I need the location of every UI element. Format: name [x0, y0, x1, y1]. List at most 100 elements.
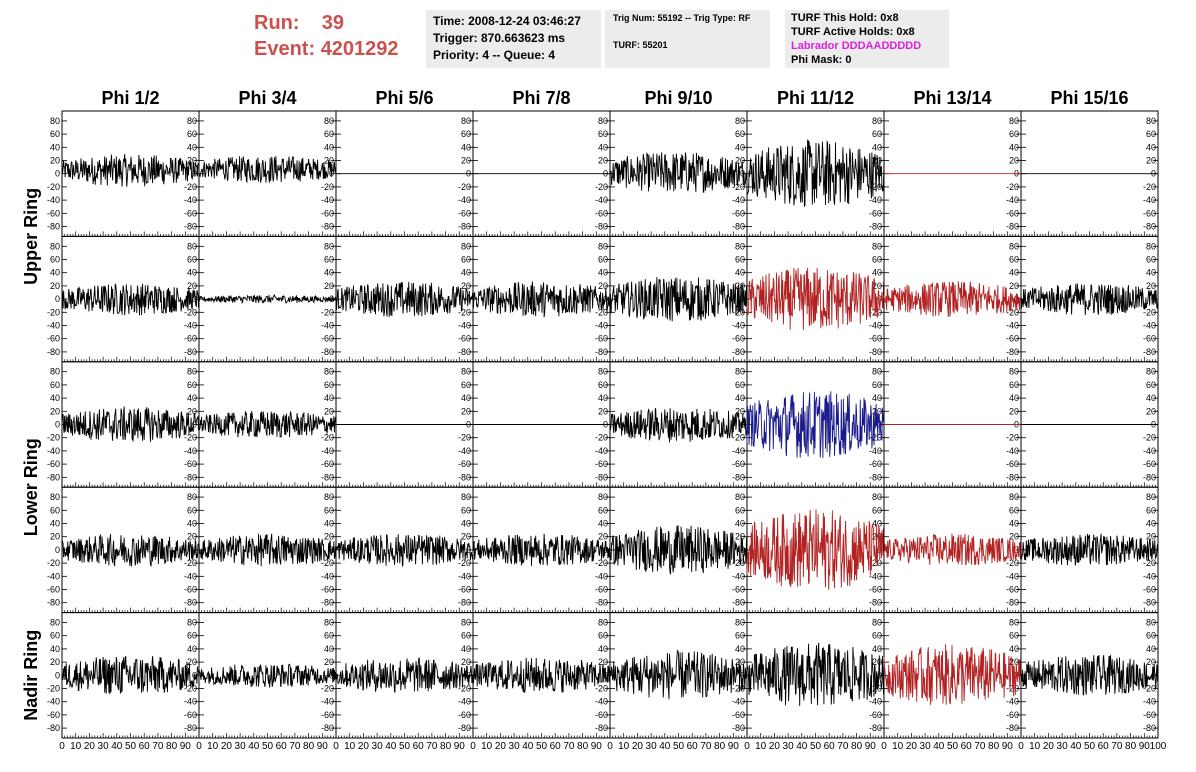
- y-tick-label: -60: [732, 459, 745, 469]
- y-tick-label: 80: [735, 618, 745, 628]
- y-tick-label: 60: [872, 129, 882, 139]
- x-tick-label: 20: [906, 741, 918, 752]
- waveform-trace: [609, 407, 748, 443]
- y-tick-label: 60: [324, 505, 334, 515]
- x-tick-label: 30: [783, 741, 795, 752]
- x-tick-label: 70: [289, 741, 301, 752]
- y-tick-label: 80: [872, 367, 882, 377]
- waveform-trace: [61, 283, 200, 316]
- y-tick-label: 40: [50, 142, 60, 152]
- y-tick-label: -60: [1006, 334, 1019, 344]
- y-tick-label: -20: [184, 182, 197, 192]
- y-tick-label: 80: [598, 618, 608, 628]
- y-tick-label: -20: [732, 307, 745, 317]
- x-tick-label: 70: [563, 741, 575, 752]
- y-tick-label: 20: [324, 406, 334, 416]
- y-tick-label: 20: [187, 406, 197, 416]
- y-tick-label: 80: [1146, 241, 1156, 251]
- x-tick-label: 80: [577, 741, 589, 752]
- y-tick-label: -40: [1143, 697, 1156, 707]
- y-tick-label: 20: [50, 406, 60, 416]
- x-tick-label: 70: [700, 741, 712, 752]
- y-tick-label: -20: [458, 182, 471, 192]
- y-tick-label: -80: [1143, 347, 1156, 357]
- y-tick-label: 0: [192, 420, 197, 430]
- y-tick-label: 80: [324, 367, 334, 377]
- y-tick-label: 20: [50, 657, 60, 667]
- y-tick-label: -60: [458, 459, 471, 469]
- y-tick-label: -20: [321, 307, 334, 317]
- y-tick-label: -40: [47, 446, 60, 456]
- y-tick-label: -60: [595, 459, 608, 469]
- y-tick-label: 20: [324, 281, 334, 291]
- y-tick-label: -40: [458, 697, 471, 707]
- x-tick-label: 10: [755, 741, 767, 752]
- y-tick-label: -40: [1006, 195, 1019, 205]
- run-event-box: Run: 39 Event: 4201292: [254, 10, 424, 68]
- y-tick-label: 0: [55, 169, 60, 179]
- y-tick-label: -60: [732, 334, 745, 344]
- y-tick-label: 80: [1146, 367, 1156, 377]
- y-tick-label: 40: [324, 142, 334, 152]
- x-tick-label: 50: [1084, 741, 1096, 752]
- y-tick-label: -80: [1006, 472, 1019, 482]
- x-tick-label: 50: [536, 741, 548, 752]
- y-tick-label: -20: [47, 433, 60, 443]
- y-tick-label: 40: [50, 268, 60, 278]
- y-tick-label: -60: [458, 208, 471, 218]
- y-tick-label: 80: [1146, 492, 1156, 502]
- y-tick-label: -20: [184, 684, 197, 694]
- y-tick-label: 20: [872, 281, 882, 291]
- labrador-text: Labrador DDDAADDDDD: [791, 40, 922, 52]
- y-tick-label: 60: [1009, 631, 1019, 641]
- y-tick-label: 0: [603, 545, 608, 555]
- y-tick-label: 40: [1009, 268, 1019, 278]
- y-tick-label: 40: [461, 142, 471, 152]
- y-tick-label: -80: [732, 723, 745, 733]
- y-tick-label: -40: [47, 697, 60, 707]
- y-tick-label: 60: [872, 505, 882, 515]
- y-tick-label: -40: [321, 571, 334, 581]
- y-tick-label: 80: [187, 116, 197, 126]
- waveform-trace: [609, 151, 748, 194]
- y-tick-label: -80: [595, 222, 608, 232]
- y-tick-label: 60: [461, 380, 471, 390]
- y-tick-label: 20: [461, 657, 471, 667]
- y-tick-label: -20: [458, 684, 471, 694]
- y-tick-label: 40: [461, 519, 471, 529]
- y-tick-label: 20: [1009, 532, 1019, 542]
- y-tick-label: -80: [595, 723, 608, 733]
- y-tick-label: 20: [1009, 281, 1019, 291]
- waveform-trace: [61, 153, 200, 187]
- x-tick-label: 0: [744, 741, 750, 752]
- y-tick-label: -80: [458, 222, 471, 232]
- y-tick-label: -20: [1143, 684, 1156, 694]
- y-tick-label: 40: [187, 268, 197, 278]
- x-tick-label: 60: [276, 741, 288, 752]
- y-tick-label: 60: [598, 505, 608, 515]
- x-tick-label: 60: [687, 741, 699, 752]
- y-tick-label: -40: [595, 571, 608, 581]
- x-tick-label: 0: [1018, 741, 1024, 752]
- y-tick-label: -60: [732, 585, 745, 595]
- y-tick-label: 60: [187, 255, 197, 265]
- x-tick-label: 70: [837, 741, 849, 752]
- y-tick-label: 20: [735, 281, 745, 291]
- event-value: 4201292: [320, 38, 399, 60]
- y-tick-label: 20: [50, 156, 60, 166]
- y-tick-label: -80: [47, 598, 60, 608]
- y-tick-label: -20: [458, 558, 471, 568]
- y-tick-label: -20: [595, 307, 608, 317]
- x-tick-label: 90: [865, 741, 877, 752]
- y-tick-label: -40: [321, 446, 334, 456]
- y-tick-label: -20: [869, 558, 882, 568]
- y-tick-label: -40: [321, 321, 334, 331]
- y-tick-label: 40: [187, 644, 197, 654]
- x-tick-label: 20: [358, 741, 370, 752]
- x-tick-label: 100: [1150, 741, 1167, 752]
- y-tick-label: -60: [869, 710, 882, 720]
- y-tick-label: 80: [1009, 367, 1019, 377]
- y-tick-label: -20: [321, 684, 334, 694]
- y-tick-label: 20: [1146, 156, 1156, 166]
- y-tick-label: 40: [187, 142, 197, 152]
